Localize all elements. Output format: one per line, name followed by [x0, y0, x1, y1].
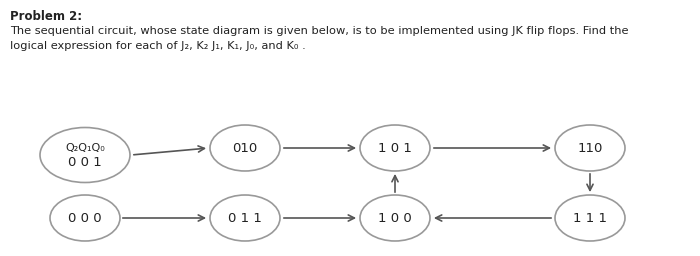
Text: 1 0 1: 1 0 1	[378, 142, 412, 155]
Text: 0 0 1: 0 0 1	[68, 156, 102, 169]
Text: 1 0 0: 1 0 0	[378, 211, 412, 225]
Ellipse shape	[50, 195, 120, 241]
Text: Q₂Q₁Q₀: Q₂Q₁Q₀	[65, 143, 105, 153]
Ellipse shape	[40, 127, 130, 183]
Text: 1 1 1: 1 1 1	[573, 211, 607, 225]
Text: The sequential circuit, whose state diagram is given below, is to be implemented: The sequential circuit, whose state diag…	[10, 26, 629, 36]
Text: 010: 010	[232, 142, 258, 155]
Ellipse shape	[360, 195, 430, 241]
Ellipse shape	[210, 195, 280, 241]
Text: 0 1 1: 0 1 1	[228, 211, 262, 225]
Ellipse shape	[210, 125, 280, 171]
Ellipse shape	[360, 125, 430, 171]
Text: 110: 110	[578, 142, 603, 155]
Text: logical expression for each of J₂, K₂ J₁, K₁, J₀, and K₀ .: logical expression for each of J₂, K₂ J₁…	[10, 41, 306, 51]
Ellipse shape	[555, 195, 625, 241]
Ellipse shape	[555, 125, 625, 171]
Text: 0 0 0: 0 0 0	[68, 211, 102, 225]
Text: Problem 2:: Problem 2:	[10, 10, 82, 23]
